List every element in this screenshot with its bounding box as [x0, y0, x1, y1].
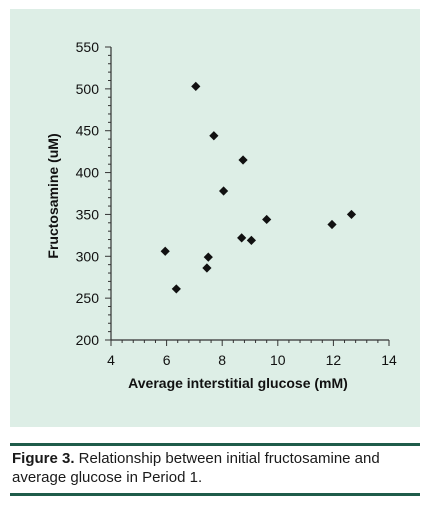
- data-point: [246, 235, 256, 245]
- x-tick-label: 6: [163, 352, 171, 368]
- x-tick-label: 10: [270, 352, 286, 368]
- data-points: [160, 81, 357, 294]
- chart-axes: 200 250 300 350 400 450 500 550 4 6 8 10 12 14: [76, 39, 397, 368]
- data-point: [191, 81, 201, 91]
- x-axis-label: Average interstitial glucose (mM): [128, 375, 348, 391]
- data-point: [209, 131, 219, 141]
- caption-top-rule: [10, 443, 420, 446]
- data-point: [262, 214, 272, 225]
- x-tick-label: 12: [326, 352, 342, 368]
- figure-caption: Figure 3. Relationship between initial f…: [12, 449, 417, 487]
- caption-text: Relationship between initial fructosamin…: [12, 450, 380, 486]
- y-tick-label: 450: [76, 123, 100, 139]
- y-tick-label: 550: [76, 39, 100, 55]
- y-tick-label: 300: [76, 248, 100, 264]
- data-point: [160, 246, 170, 256]
- x-tick-label: 8: [218, 352, 226, 368]
- y-tick-label: 400: [76, 165, 100, 181]
- caption-bottom-rule: [10, 493, 420, 496]
- y-tick-label: 250: [76, 290, 100, 306]
- y-tick-label: 500: [76, 81, 100, 97]
- data-point: [171, 284, 181, 294]
- data-point: [203, 252, 213, 262]
- data-point: [327, 219, 337, 230]
- scatter-chart: 200 250 300 350 400 450 500 550 4 6 8 10 12 14 Averag…: [45, 39, 397, 391]
- data-point: [346, 209, 357, 220]
- data-point: [237, 233, 247, 243]
- data-point: [238, 155, 248, 165]
- caption-label: Figure 3.: [12, 450, 75, 467]
- y-axis-label: Fructosamine (uM): [45, 133, 61, 258]
- data-point: [218, 186, 229, 196]
- data-point: [202, 263, 212, 273]
- x-tick-label: 14: [381, 352, 397, 368]
- x-tick-label: 4: [107, 352, 115, 368]
- y-tick-label: 350: [76, 206, 100, 222]
- y-tick-label: 200: [76, 332, 100, 348]
